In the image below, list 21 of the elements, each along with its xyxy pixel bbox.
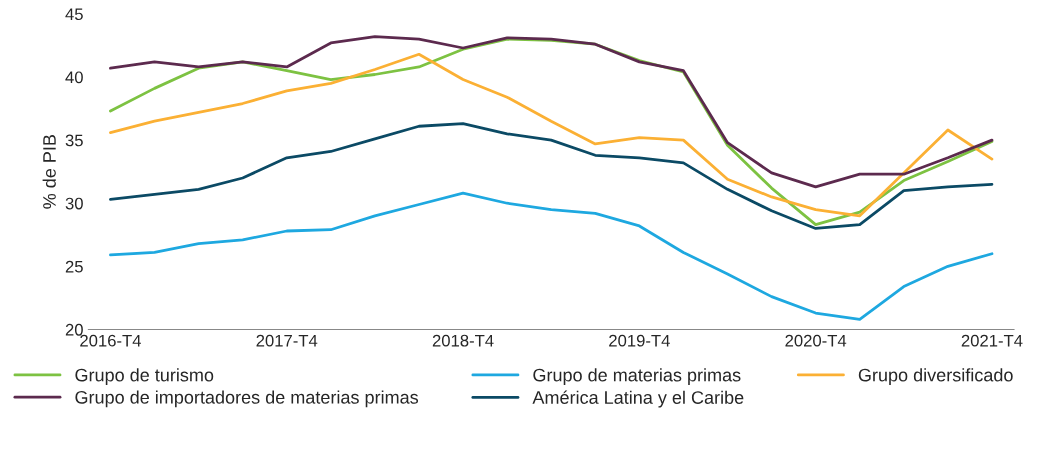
line-series bbox=[109, 191, 994, 321]
legend-label: Grupo de importadores de materias primas bbox=[75, 390, 419, 408]
y-tick-label: 30 bbox=[65, 197, 83, 210]
x-tick-label: 2020-T4 bbox=[785, 334, 847, 347]
y-tick-label: 45 bbox=[65, 8, 83, 21]
y-axis-title: % de PIB bbox=[42, 135, 56, 209]
line-series bbox=[109, 35, 994, 189]
x-tick-label: 2019-T4 bbox=[609, 334, 670, 347]
legend-label: Grupo diversificado bbox=[858, 368, 1013, 386]
y-tick-label: 35 bbox=[65, 134, 83, 147]
legend-label: América Latina y el Caribe bbox=[532, 390, 744, 408]
legend-label: Grupo de materias primas bbox=[533, 368, 741, 386]
y-tick-label: 25 bbox=[65, 260, 83, 273]
line-series bbox=[109, 122, 994, 230]
x-tick-label: 2021-T4 bbox=[961, 334, 1023, 347]
legend-label: Grupo de turismo bbox=[75, 368, 214, 386]
x-tick-label: 2018-T4 bbox=[432, 334, 494, 347]
x-tick-label: 2017-T4 bbox=[256, 334, 318, 347]
y-tick-label: 40 bbox=[65, 71, 83, 84]
x-tick-label: 2016-T4 bbox=[80, 334, 141, 347]
y-tick-label: 20 bbox=[65, 323, 83, 336]
